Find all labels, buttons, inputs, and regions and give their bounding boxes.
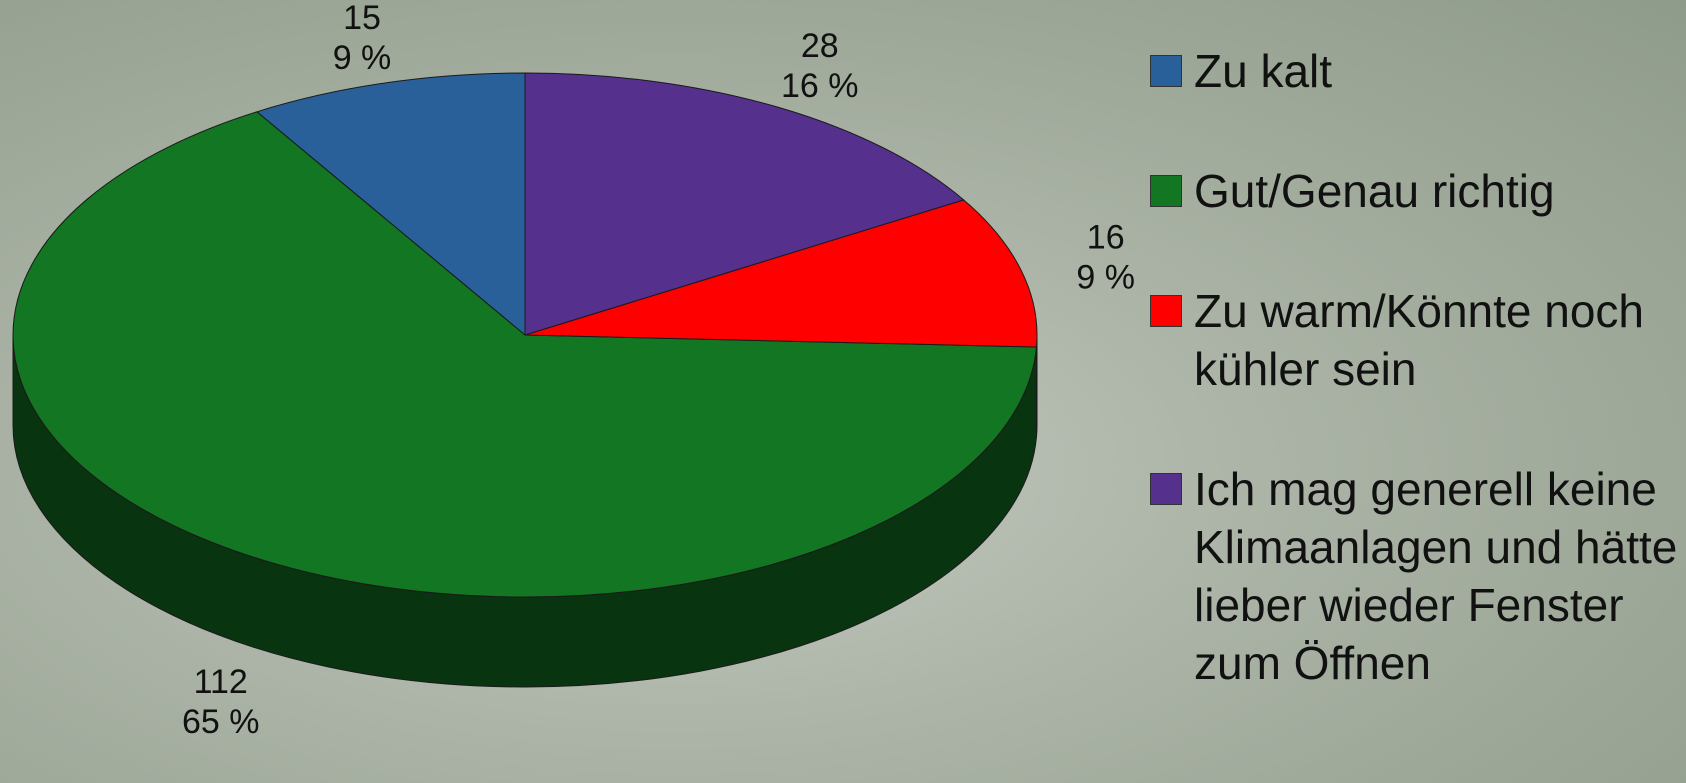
data-label: 15 xyxy=(343,0,381,37)
legend-label: Zu warm/Könnte noch kühler sein xyxy=(1194,282,1680,398)
legend-label: Zu kalt xyxy=(1194,42,1332,100)
legend-label: Ich mag generell keine Klimaanlagen und … xyxy=(1194,460,1680,692)
legend: Zu kalt Gut/Genau richtig Zu warm/Könnte n… xyxy=(1150,42,1680,754)
legend-swatch xyxy=(1150,295,1182,327)
legend-swatch xyxy=(1150,473,1182,505)
percent-label: 9 % xyxy=(1076,259,1135,297)
page: 159 %11265 %169 %2816 % Zu kaltGut/Genau… xyxy=(0,0,1686,783)
data-label: 112 xyxy=(194,663,248,701)
data-label: 28 xyxy=(801,27,839,65)
legend-swatch xyxy=(1150,55,1182,87)
legend-label: Gut/Genau richtig xyxy=(1194,162,1555,220)
legend-entry: Gut/Genau richtig xyxy=(1150,162,1680,220)
percent-label: 65 % xyxy=(182,703,260,741)
legend-entry: Zu warm/Könnte noch kühler sein xyxy=(1150,282,1680,398)
legend-entry: Ich mag generell keine Klimaanlagen und … xyxy=(1150,460,1680,692)
percent-label: 9 % xyxy=(333,39,392,77)
legend-swatch xyxy=(1150,175,1182,207)
legend-entry: Zu kalt xyxy=(1150,42,1680,100)
data-label: 16 xyxy=(1087,219,1125,257)
percent-label: 16 % xyxy=(781,67,859,105)
